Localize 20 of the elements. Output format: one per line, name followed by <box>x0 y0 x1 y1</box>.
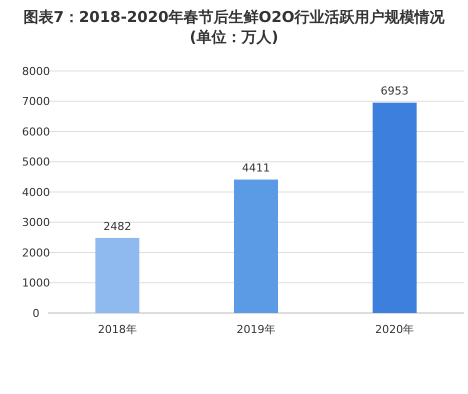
y-tick-label: 2000 <box>22 246 50 260</box>
y-tick-label: 0 <box>32 306 40 320</box>
data-label: 2482 <box>103 220 132 233</box>
x-tick-label: 2020年 <box>375 323 414 336</box>
x-tick-label: 2019年 <box>236 323 276 336</box>
bar <box>372 102 417 313</box>
y-tick-label: 3000 <box>22 216 50 230</box>
data-label: 6953 <box>380 84 409 98</box>
y-tick-label: 1000 <box>22 276 50 290</box>
x-tick-label: 2018年 <box>98 323 137 336</box>
y-tick-label: 6000 <box>22 125 50 138</box>
y-tick-label: 7000 <box>22 95 50 108</box>
y-tick-label: 8000 <box>22 64 50 78</box>
data-label: 4411 <box>242 162 270 175</box>
y-tick-label: 4000 <box>22 186 50 199</box>
y-tick-label: 5000 <box>22 156 50 169</box>
bar <box>234 180 278 313</box>
chart-subtitle: (单位：万人) <box>190 28 278 46</box>
bar <box>95 238 140 313</box>
chart-title: 图表7：2018-2020年春节后生鲜O2O行业活跃用户规模情况 <box>23 8 446 26</box>
